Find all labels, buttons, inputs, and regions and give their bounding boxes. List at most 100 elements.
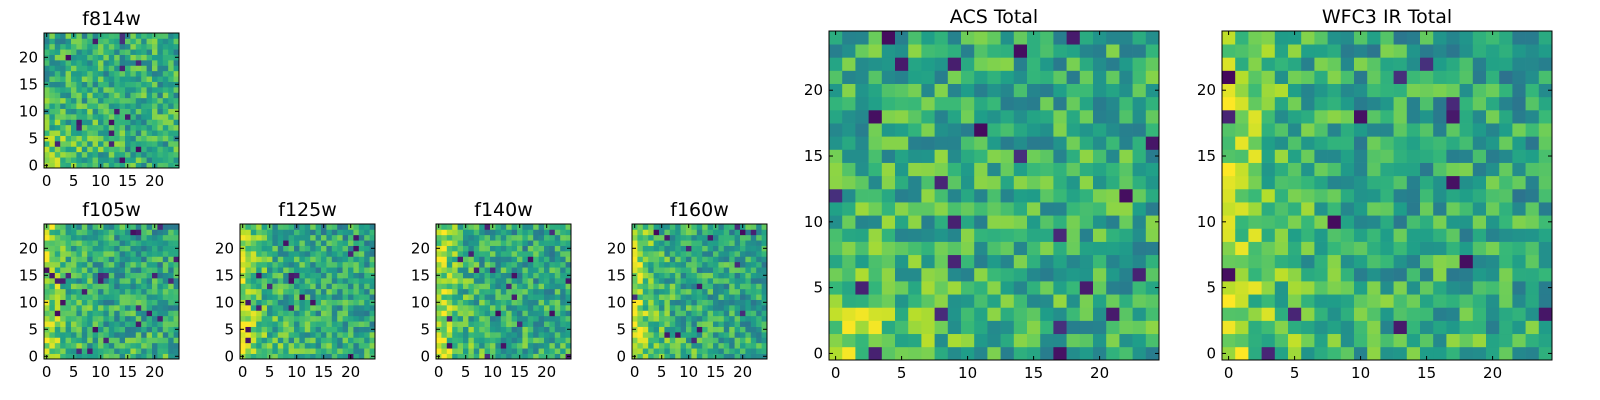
heatmap-cell: [1538, 320, 1553, 335]
heatmap-cell: [114, 162, 120, 169]
heatmap-cell: [527, 353, 534, 360]
heatmap-cell: [87, 151, 93, 158]
heatmap-cell: [734, 251, 741, 257]
heatmap-cell: [713, 305, 719, 311]
heatmap-cell: [479, 315, 485, 322]
heatmap-cell: [71, 245, 77, 252]
y-tick-label: 10: [1197, 213, 1216, 231]
heatmap-cell: [162, 151, 169, 158]
heatmap-cell: [1525, 346, 1540, 361]
heatmap-cell: [81, 326, 88, 333]
heatmap-cell: [632, 288, 638, 295]
heatmap-cell: [664, 294, 671, 300]
heatmap-cell: [114, 299, 120, 306]
heatmap-cell: [1433, 215, 1447, 229]
heatmap-cell: [659, 256, 665, 263]
heatmap-cell: [632, 310, 638, 317]
heatmap-cell: [895, 320, 909, 335]
heatmap-cell: [549, 288, 556, 295]
heatmap-cell: [250, 229, 257, 236]
heatmap-cell: [162, 114, 169, 120]
heatmap-cell: [162, 87, 169, 93]
heatmap-cell: [707, 299, 714, 306]
heatmap-cell: [130, 272, 137, 279]
heatmap-cell: [495, 234, 502, 241]
heatmap-cell: [696, 272, 703, 279]
heatmap-cell: [473, 256, 480, 263]
heatmap-cell: [723, 348, 730, 354]
heatmap-cell: [157, 348, 164, 354]
heatmap-cell: [1327, 267, 1342, 282]
heatmap-cell: [934, 202, 949, 216]
y-tick-label: 0: [420, 347, 430, 365]
heatmap-cell: [1106, 149, 1120, 163]
panel-title: ACS Total: [950, 6, 1038, 28]
heatmap-cell: [44, 70, 50, 77]
heatmap-cell: [146, 60, 153, 66]
heatmap-cell: [538, 326, 545, 333]
heatmap-cell: [125, 245, 131, 252]
y-tick-label: 0: [813, 344, 823, 362]
heatmap-cell: [1340, 109, 1355, 124]
heatmap-cell: [152, 305, 158, 311]
heatmap-cell: [267, 261, 273, 268]
heatmap-cell: [675, 240, 681, 246]
heatmap-cell: [1486, 136, 1500, 150]
heatmap-cell: [130, 81, 137, 88]
heatmap-cell: [261, 267, 268, 273]
heatmap-cell: [734, 256, 741, 263]
heatmap-cell: [168, 124, 174, 131]
heatmap-cell: [756, 234, 762, 241]
heatmap-cell: [310, 283, 316, 290]
heatmap-cell: [103, 33, 110, 39]
heatmap-cell: [669, 299, 676, 306]
heatmap-cell: [947, 215, 962, 229]
heatmap-cell: [457, 348, 464, 354]
heatmap-cell: [1538, 175, 1553, 190]
heatmap-cell: [60, 245, 66, 252]
heatmap-cell: [723, 326, 730, 333]
heatmap-cell: [98, 229, 104, 236]
heatmap-cell: [81, 348, 88, 354]
heatmap-cell: [146, 299, 153, 306]
heatmap-cell: [256, 315, 262, 322]
heatmap-cell: [473, 348, 480, 354]
heatmap-cell: [1301, 162, 1315, 177]
heatmap-cell: [713, 326, 719, 333]
heatmap-cell: [908, 254, 922, 269]
heatmap-cell: [60, 92, 66, 99]
heatmap-cell: [723, 321, 730, 327]
heatmap-cell: [146, 103, 153, 109]
heatmap-cell: [108, 267, 115, 273]
heatmap-cell: [560, 337, 566, 344]
heatmap-cell: [718, 310, 725, 317]
heatmap-cell: [1380, 109, 1394, 124]
heatmap-cell: [1380, 267, 1394, 282]
heatmap-cell: [1499, 96, 1513, 111]
heatmap-cell: [1512, 241, 1526, 256]
heatmap-cell: [103, 65, 110, 72]
heatmap-cell: [114, 76, 120, 82]
heatmap-cell: [500, 348, 507, 354]
heatmap-cell: [119, 283, 126, 290]
heatmap-cell: [1433, 149, 1447, 163]
heatmap-cell: [168, 348, 174, 354]
heatmap-cell: [114, 332, 120, 338]
heatmap-cell: [713, 278, 719, 284]
heatmap-cell: [348, 305, 354, 311]
heatmap-cell: [1406, 241, 1421, 256]
heatmap-cell: [81, 278, 88, 284]
axes-frame: [43, 223, 180, 360]
heatmap-cell: [369, 224, 376, 230]
heatmap-cell: [1393, 202, 1408, 216]
heatmap-cell: [65, 114, 72, 120]
heatmap-cell: [490, 283, 496, 290]
heatmap-cell: [729, 278, 735, 284]
heatmap-cell: [527, 310, 534, 317]
heatmap-cell: [1314, 188, 1328, 203]
heatmap-cell: [353, 321, 360, 327]
heatmap-cell: [1459, 149, 1474, 163]
heatmap-cell: [76, 321, 83, 327]
heatmap-cell: [745, 267, 752, 273]
heatmap-cell: [696, 337, 703, 344]
